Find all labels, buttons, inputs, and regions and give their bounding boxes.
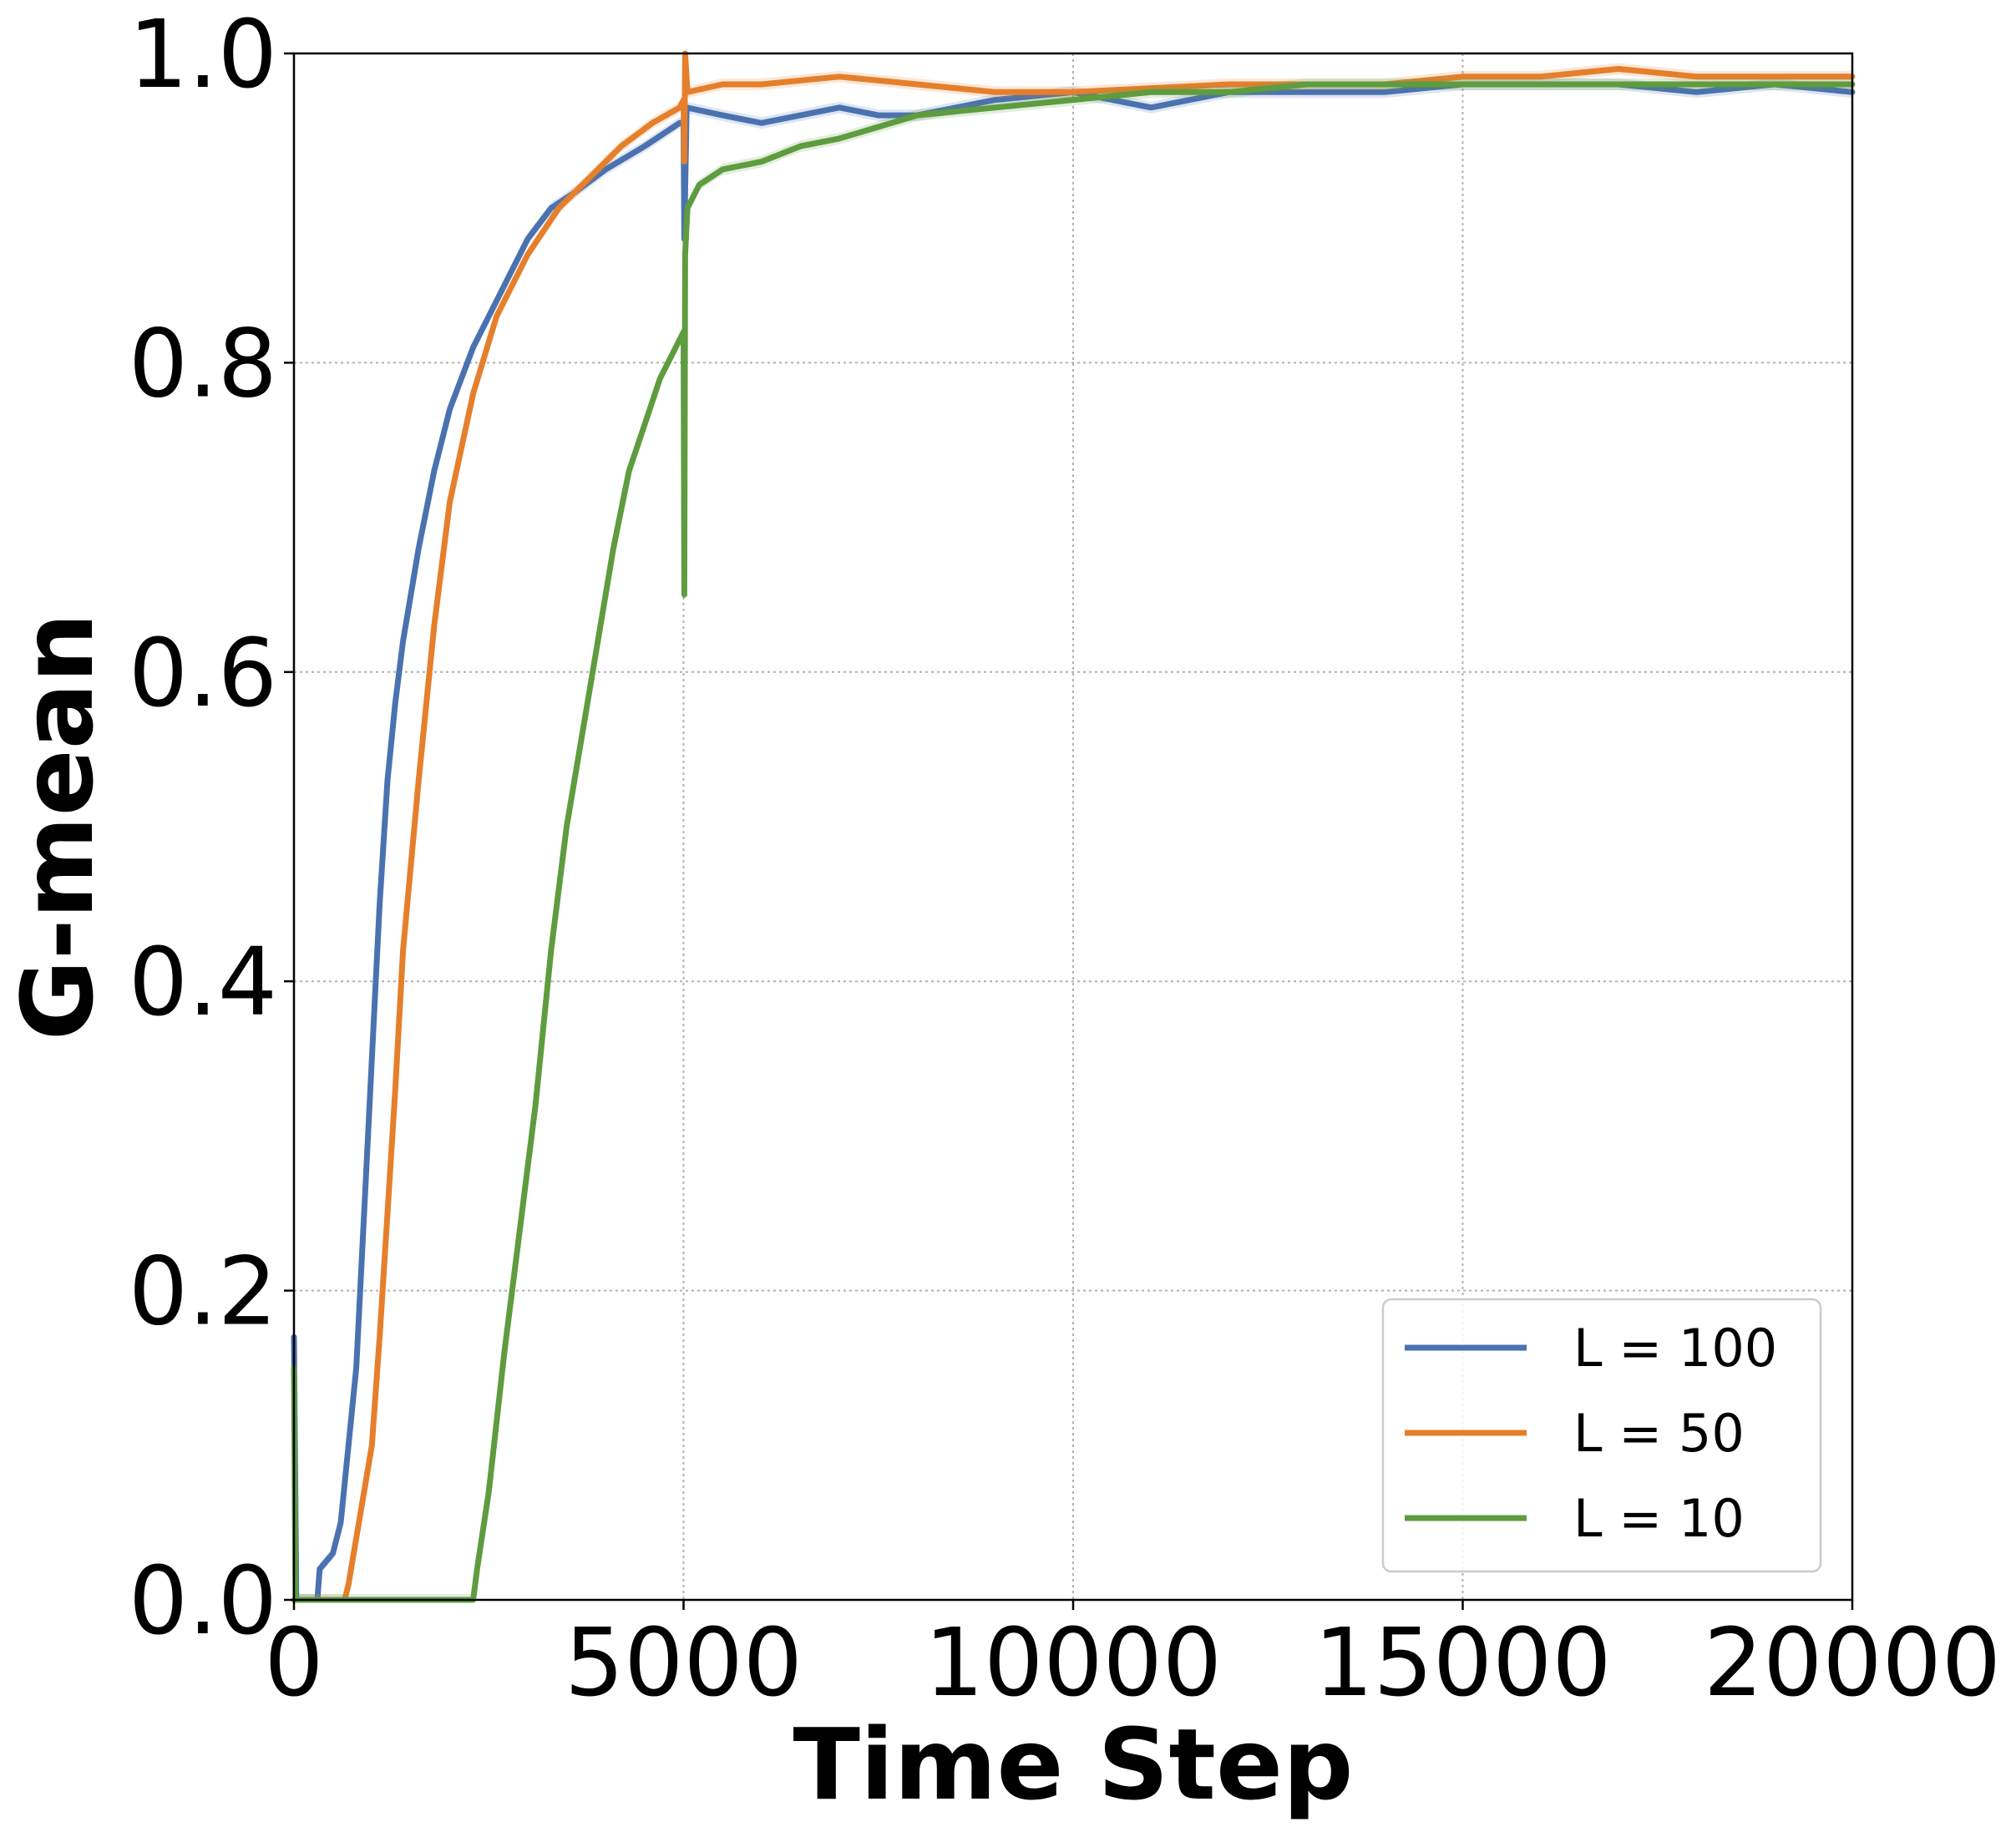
x-tick-label: 0 [264, 1609, 323, 1718]
legend-box [1381, 1298, 1822, 1573]
y-tick-label: 1.0 [129, 1, 277, 109]
y-axis-title: G-mean [0, 613, 115, 1040]
y-tick-label: 0.8 [129, 310, 277, 418]
legend: L = 100 L = 50 L = 10 [1381, 1298, 1822, 1573]
x-tick-label: 5000 [565, 1609, 803, 1718]
y-tick-label: 0.4 [129, 929, 277, 1037]
y-tick-label: 0.6 [129, 620, 277, 728]
x-tick-label: 15000 [1314, 1609, 1611, 1718]
x-axis-title: Time Step [793, 1707, 1354, 1822]
series-lines [291, 50, 1856, 1603]
series-line-3 [291, 81, 1856, 1603]
x-tick-label: 10000 [924, 1609, 1222, 1718]
legend-label: L = 50 [1573, 1403, 1745, 1464]
y-tick-label: 0.0 [129, 1547, 277, 1656]
axis-ticks: 0 5000 10000 15000 20000 0.0 0.2 0.4 0.6 0.8 1.0 [129, 1, 2001, 1718]
legend-label: L = 10 [1573, 1488, 1745, 1549]
x-tick-label: 20000 [1704, 1609, 2001, 1718]
legend-label: L = 100 [1573, 1318, 1777, 1379]
y-tick-label: 0.2 [129, 1238, 277, 1347]
